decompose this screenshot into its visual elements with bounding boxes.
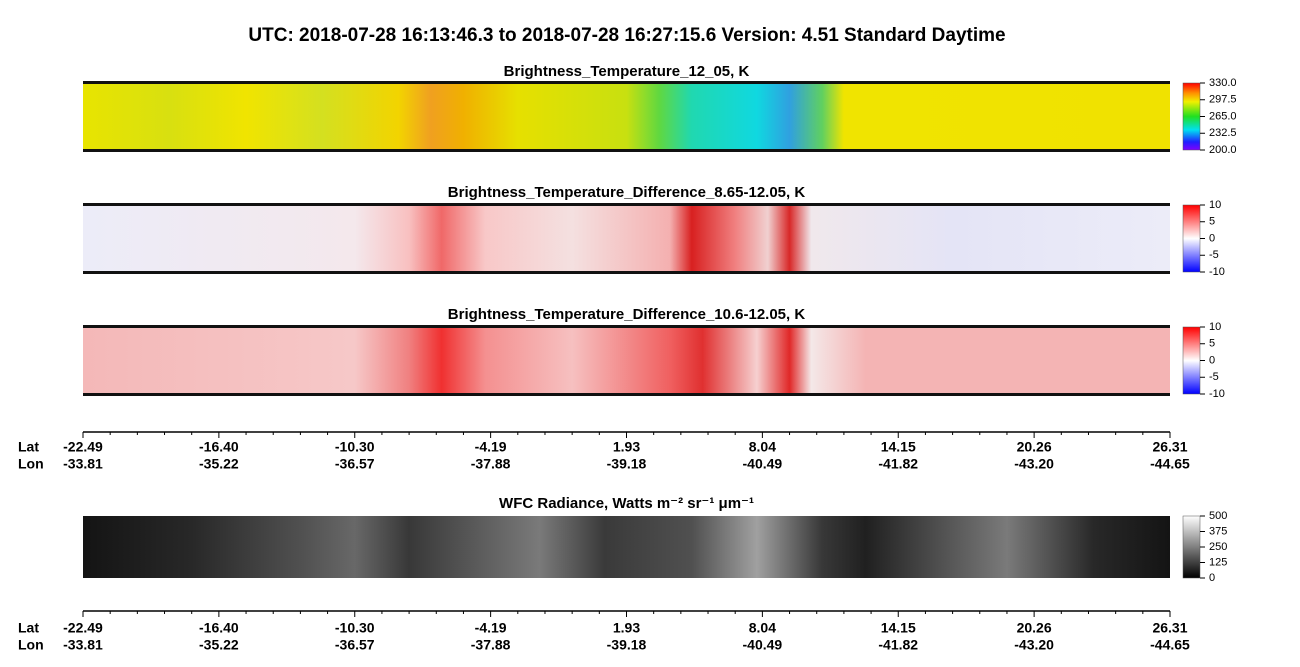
colorbar-tick-label: 10 — [1209, 199, 1221, 211]
image-strip — [83, 516, 1170, 578]
lon-tick-label: -35.22 — [199, 456, 239, 472]
colorbar-tick-label: -5 — [1209, 249, 1219, 261]
colorbar-tick-label: 232.5 — [1209, 127, 1237, 139]
lat-tick-label: -4.19 — [475, 620, 507, 636]
colorbar-tick-label: 10 — [1209, 321, 1221, 333]
lat-tick-label: 20.26 — [1017, 620, 1052, 636]
colorbar-tick-label: 0 — [1209, 572, 1215, 584]
lon-tick-label: -41.82 — [878, 456, 918, 472]
figure-title: UTC: 2018-07-28 16:13:46.3 to 2018-07-28… — [248, 25, 1005, 46]
colorbar-tick-label: 5 — [1209, 338, 1215, 350]
colorbar-tick-label: 297.5 — [1209, 94, 1237, 106]
lon-tick-label: -40.49 — [743, 456, 783, 472]
lon-tick-label: -43.20 — [1014, 456, 1054, 472]
lon-tick-label: -44.65 — [1150, 637, 1190, 653]
lat-tick-label: -16.40 — [199, 620, 239, 636]
lat-tick-label: 14.15 — [881, 620, 916, 636]
image-strip — [83, 205, 1170, 272]
lat-tick-label: 26.31 — [1152, 620, 1187, 636]
strip-edge — [83, 271, 1170, 274]
lat-tick-label: -10.30 — [335, 439, 375, 455]
colorbar-tick-label: 200.0 — [1209, 144, 1237, 156]
lon-tick-label: -33.81 — [63, 456, 103, 472]
lon-tick-label: -41.82 — [878, 637, 918, 653]
colorbar-tick-label: 5 — [1209, 216, 1215, 228]
colorbar-tick-label: -10 — [1209, 388, 1225, 400]
colorbar-tick-label: 375 — [1209, 525, 1227, 537]
strip-edge — [83, 149, 1170, 152]
colorbar-tick-label: 330.0 — [1209, 77, 1237, 89]
lon-tick-label: -35.22 — [199, 637, 239, 653]
lon-tick-label: -40.49 — [743, 637, 783, 653]
strip-edge — [83, 393, 1170, 396]
lon-label: Lon — [18, 456, 44, 472]
strip-edge — [83, 203, 1170, 206]
panel-title: Brightness_Temperature_Difference_8.65-1… — [448, 184, 806, 201]
lat-tick-label: 8.04 — [749, 620, 776, 636]
lon-tick-label: -43.20 — [1014, 637, 1054, 653]
colorbar-tick-label: 0 — [1209, 232, 1215, 244]
lat-tick-label: 8.04 — [749, 439, 776, 455]
lat-tick-label: -16.40 — [199, 439, 239, 455]
colorbar-tick-label: -5 — [1209, 371, 1219, 383]
colorbar-tick-label: 0 — [1209, 354, 1215, 366]
lon-tick-label: -37.88 — [471, 637, 511, 653]
panel-title: Brightness_Temperature_Difference_10.6-1… — [448, 306, 806, 323]
lat-tick-label: -22.49 — [63, 620, 103, 636]
colorbar-tick-label: 500 — [1209, 510, 1227, 522]
lon-tick-label: -36.57 — [335, 456, 375, 472]
image-strip — [83, 83, 1170, 150]
colorbar-tick-label: 265.0 — [1209, 110, 1237, 122]
colorbar-tick-label: -10 — [1209, 266, 1225, 278]
colorbar — [1182, 326, 1201, 395]
lat-tick-label: 26.31 — [1152, 439, 1187, 455]
lat-tick-label: -22.49 — [63, 439, 103, 455]
lon-tick-label: -36.57 — [335, 637, 375, 653]
strip-edge — [83, 81, 1170, 84]
lat-tick-label: 14.15 — [881, 439, 916, 455]
lon-tick-label: -37.88 — [471, 456, 511, 472]
colorbar-tick-label: 125 — [1209, 556, 1227, 568]
lat-label: Lat — [18, 620, 39, 636]
lat-tick-label: -10.30 — [335, 620, 375, 636]
lon-label: Lon — [18, 637, 44, 653]
panel-title: WFC Radiance, Watts m⁻² sr⁻¹ μm⁻¹ — [499, 495, 754, 512]
colorbar — [1182, 204, 1201, 273]
lat-tick-label: 20.26 — [1017, 439, 1052, 455]
colorbar — [1182, 82, 1201, 151]
colorbar — [1182, 515, 1201, 579]
strip-edge — [83, 325, 1170, 328]
colorbar-tick-label: 250 — [1209, 541, 1227, 553]
lat-tick-label: -4.19 — [475, 439, 507, 455]
lon-tick-label: -39.18 — [607, 637, 647, 653]
lat-tick-label: 1.93 — [613, 620, 640, 636]
panel-title: Brightness_Temperature_12_05, K — [504, 63, 750, 80]
lat-label: Lat — [18, 439, 39, 455]
lon-tick-label: -44.65 — [1150, 456, 1190, 472]
lat-tick-label: 1.93 — [613, 439, 640, 455]
lon-tick-label: -39.18 — [607, 456, 647, 472]
lon-tick-label: -33.81 — [63, 637, 103, 653]
image-strip — [83, 327, 1170, 394]
